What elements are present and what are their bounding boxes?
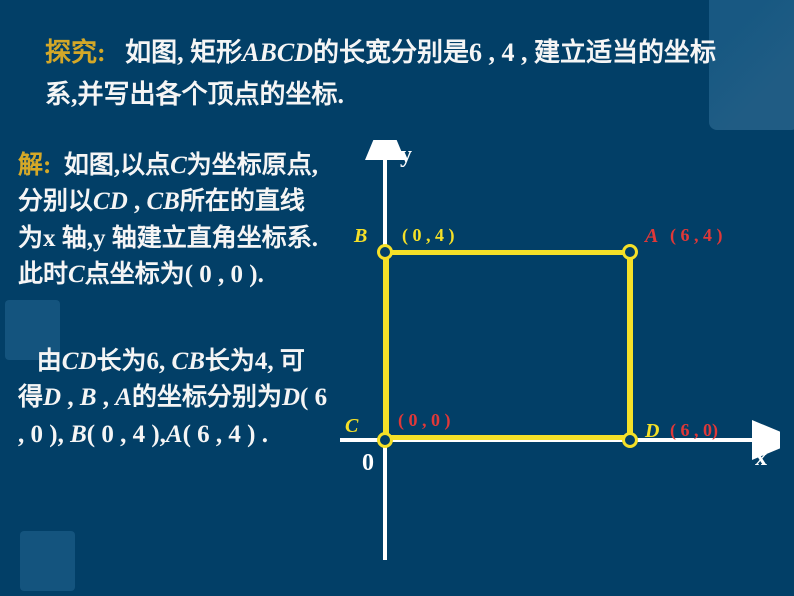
coord-D: ( 6 , 0): [670, 420, 718, 441]
solution-block-1: 解: 如图,以点C为坐标原点, 分别以CD , CB所在的直线为x 轴,y 轴建…: [18, 148, 328, 293]
x-axis-label: x: [755, 445, 767, 472]
rect-side-left: [383, 250, 389, 440]
label-C: C: [345, 415, 358, 438]
point-C: [377, 432, 393, 448]
point-D: [622, 432, 638, 448]
solution-label: 解:: [18, 152, 51, 179]
rect-side-bottom: [385, 435, 630, 440]
origin-label: 0: [362, 450, 374, 477]
label-D: D: [645, 420, 659, 443]
label-B: B: [354, 225, 367, 248]
rect-side-right: [627, 250, 633, 440]
problem-title: 探究: 如图, 矩形ABCD的长宽分别是6 , 4 , 建立适当的坐标系,并写出…: [45, 32, 745, 115]
label-A: A: [645, 225, 658, 248]
coord-C: ( 0 , 0 ): [398, 410, 451, 431]
point-B: [377, 244, 393, 260]
y-axis-label: y: [400, 142, 412, 169]
decorative-seal-2: [20, 531, 75, 591]
solution1-text: 如图,以点C为坐标原点, 分别以CD , CB所在的直线为x 轴,y 轴建立直角…: [18, 152, 318, 288]
point-A: [622, 244, 638, 260]
title-label: 探究:: [45, 38, 106, 67]
coord-B: ( 0 , 4 ): [402, 225, 455, 246]
solution-block-2: 由CD长为6, CB长为4, 可得D , B , A的坐标分别为D( 6 , 0…: [18, 344, 328, 453]
rect-side-top: [385, 250, 630, 255]
coord-A: ( 6 , 4 ): [670, 225, 723, 246]
coordinate-chart: y x 0 B ( 0 , 4 ) A ( 6 , 4 ) C ( 0 , 0 …: [330, 140, 780, 580]
axes-svg: [330, 140, 780, 580]
abcd-label: ABCD: [242, 38, 313, 67]
solution2-text: 由CD长为6, CB长为4, 可得D , B , A的坐标分别为D( 6 , 0…: [18, 348, 327, 448]
title-text1: 如图, 矩形: [125, 38, 242, 67]
